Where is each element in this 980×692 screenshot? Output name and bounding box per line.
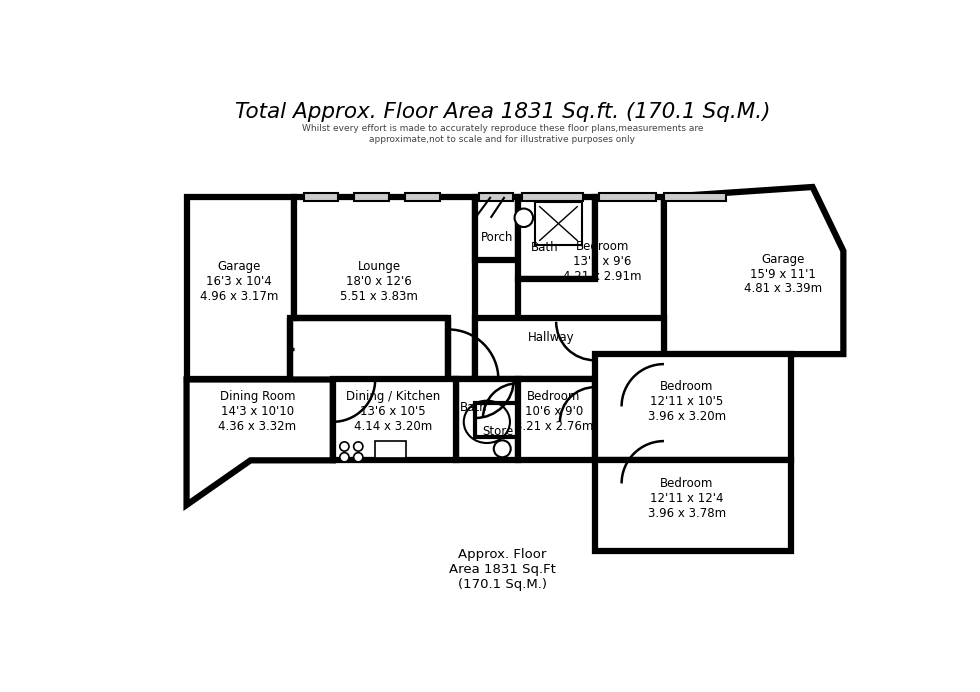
Bar: [599, 193, 657, 201]
Bar: [521, 193, 583, 201]
Text: Garage
15'9 x 11'1
4.81 x 3.39m: Garage 15'9 x 11'1 4.81 x 3.39m: [744, 253, 822, 295]
Polygon shape: [456, 379, 517, 460]
Polygon shape: [664, 187, 844, 354]
Circle shape: [340, 453, 349, 462]
Polygon shape: [333, 379, 456, 460]
Polygon shape: [517, 379, 595, 460]
Polygon shape: [475, 403, 517, 437]
Text: Porch: Porch: [480, 230, 514, 244]
Bar: [304, 193, 338, 201]
Text: Bedroom
10'6 x 9'0
3.21 x 2.76m: Bedroom 10'6 x 9'0 3.21 x 2.76m: [514, 390, 593, 433]
Bar: [535, 202, 581, 245]
Text: Approx. Floor
Area 1831 Sq.Ft
(170.1 Sq.M.): Approx. Floor Area 1831 Sq.Ft (170.1 Sq.…: [449, 548, 556, 591]
Text: Lounge
18'0 x 12'6
5.51 x 3.83m: Lounge 18'0 x 12'6 5.51 x 3.83m: [340, 260, 418, 303]
Text: Dining / Kitchen
13'6 x 10'5
4.14 x 3.20m: Dining / Kitchen 13'6 x 10'5 4.14 x 3.20…: [346, 390, 440, 433]
Polygon shape: [517, 197, 595, 280]
Text: Store: Store: [482, 425, 514, 437]
Bar: [664, 193, 725, 201]
Text: Whilst every effort is made to accurately reproduce these floor plans,measuremen: Whilst every effort is made to accuratel…: [302, 124, 703, 143]
Text: Garage
16'3 x 10'4
4.96 x 3.17m: Garage 16'3 x 10'4 4.96 x 3.17m: [200, 260, 278, 303]
Text: Total Approx. Floor Area 1831 Sq.ft. (170.1 Sq.M.): Total Approx. Floor Area 1831 Sq.ft. (17…: [234, 102, 770, 122]
Text: Bedroom
12'11 x 10'5
3.96 x 3.20m: Bedroom 12'11 x 10'5 3.96 x 3.20m: [648, 379, 726, 423]
Polygon shape: [595, 354, 791, 460]
Circle shape: [494, 440, 511, 457]
Text: Bedroom
13'9 x 9'6
4.21 x 2.91m: Bedroom 13'9 x 9'6 4.21 x 2.91m: [564, 240, 642, 283]
Polygon shape: [475, 318, 664, 460]
Circle shape: [340, 442, 349, 451]
Circle shape: [354, 442, 363, 451]
Text: Dining Room
14'3 x 10'10
4.36 x 3.32m: Dining Room 14'3 x 10'10 4.36 x 3.32m: [219, 390, 297, 433]
Bar: [375, 441, 406, 458]
Polygon shape: [186, 197, 294, 379]
Bar: [406, 193, 440, 201]
Circle shape: [514, 208, 533, 227]
Polygon shape: [517, 197, 664, 322]
Text: Hallway: Hallway: [527, 331, 574, 344]
Text: Bedroom
12'11 x 12'4
3.96 x 3.78m: Bedroom 12'11 x 12'4 3.96 x 3.78m: [648, 477, 726, 520]
Polygon shape: [294, 197, 475, 379]
Bar: [355, 193, 389, 201]
Polygon shape: [475, 197, 517, 260]
Text: Bath: Bath: [460, 401, 488, 415]
Circle shape: [354, 453, 363, 462]
Polygon shape: [186, 379, 333, 505]
Text: Bath: Bath: [531, 241, 559, 253]
Bar: [479, 193, 514, 201]
Polygon shape: [595, 460, 791, 552]
